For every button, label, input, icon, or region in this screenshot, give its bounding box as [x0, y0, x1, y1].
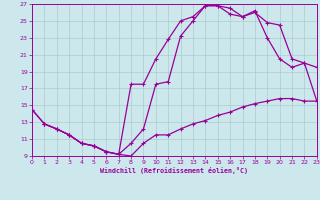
X-axis label: Windchill (Refroidissement éolien,°C): Windchill (Refroidissement éolien,°C)	[100, 167, 248, 174]
